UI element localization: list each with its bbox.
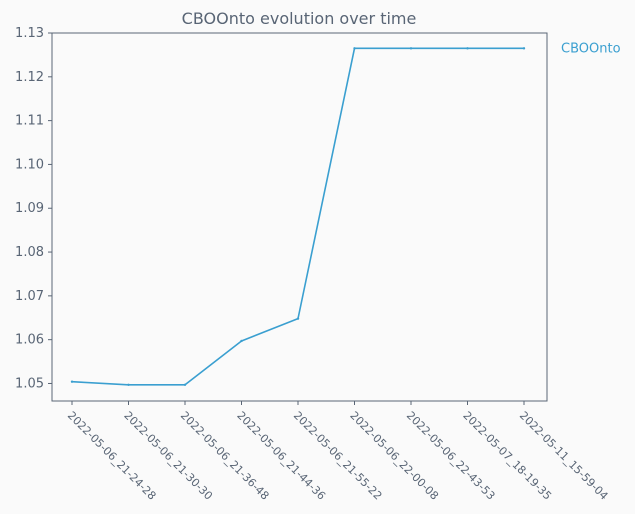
x-axis: 2022-05-06_21-24-282022-05-06_21-30-3020…: [65, 401, 610, 503]
legend: CBOOnto: [561, 41, 621, 56]
data-point: [466, 47, 469, 50]
y-tick-label: 1.09: [15, 201, 44, 216]
data-point: [296, 317, 300, 320]
data-point: [70, 380, 74, 383]
data-point: [240, 339, 243, 343]
y-tick-label: 1.06: [15, 333, 44, 348]
y-tick-label: 1.08: [15, 245, 44, 260]
chart-title: CBOOnto evolution over time: [182, 9, 417, 28]
y-axis: 1.05 1.06 1.07 1.08 1.09 1.10 1.11 1.12 1.13: [15, 26, 52, 391]
legend-entry: CBOOnto: [561, 41, 621, 56]
y-tick-label: 1.10: [15, 157, 44, 172]
data-point: [522, 47, 526, 50]
y-tick-label: 1.12: [15, 70, 44, 85]
y-tick-label: 1.07: [15, 289, 44, 304]
y-tick-label: 1.05: [15, 376, 44, 391]
y-tick-label: 1.13: [15, 26, 44, 41]
data-point: [127, 383, 130, 386]
plot-area: [51, 32, 548, 402]
data-point: [353, 47, 356, 50]
series-layer: [70, 47, 526, 386]
data-point: [409, 47, 413, 50]
y-tick-label: 1.11: [15, 114, 44, 129]
data-point: [183, 383, 187, 386]
